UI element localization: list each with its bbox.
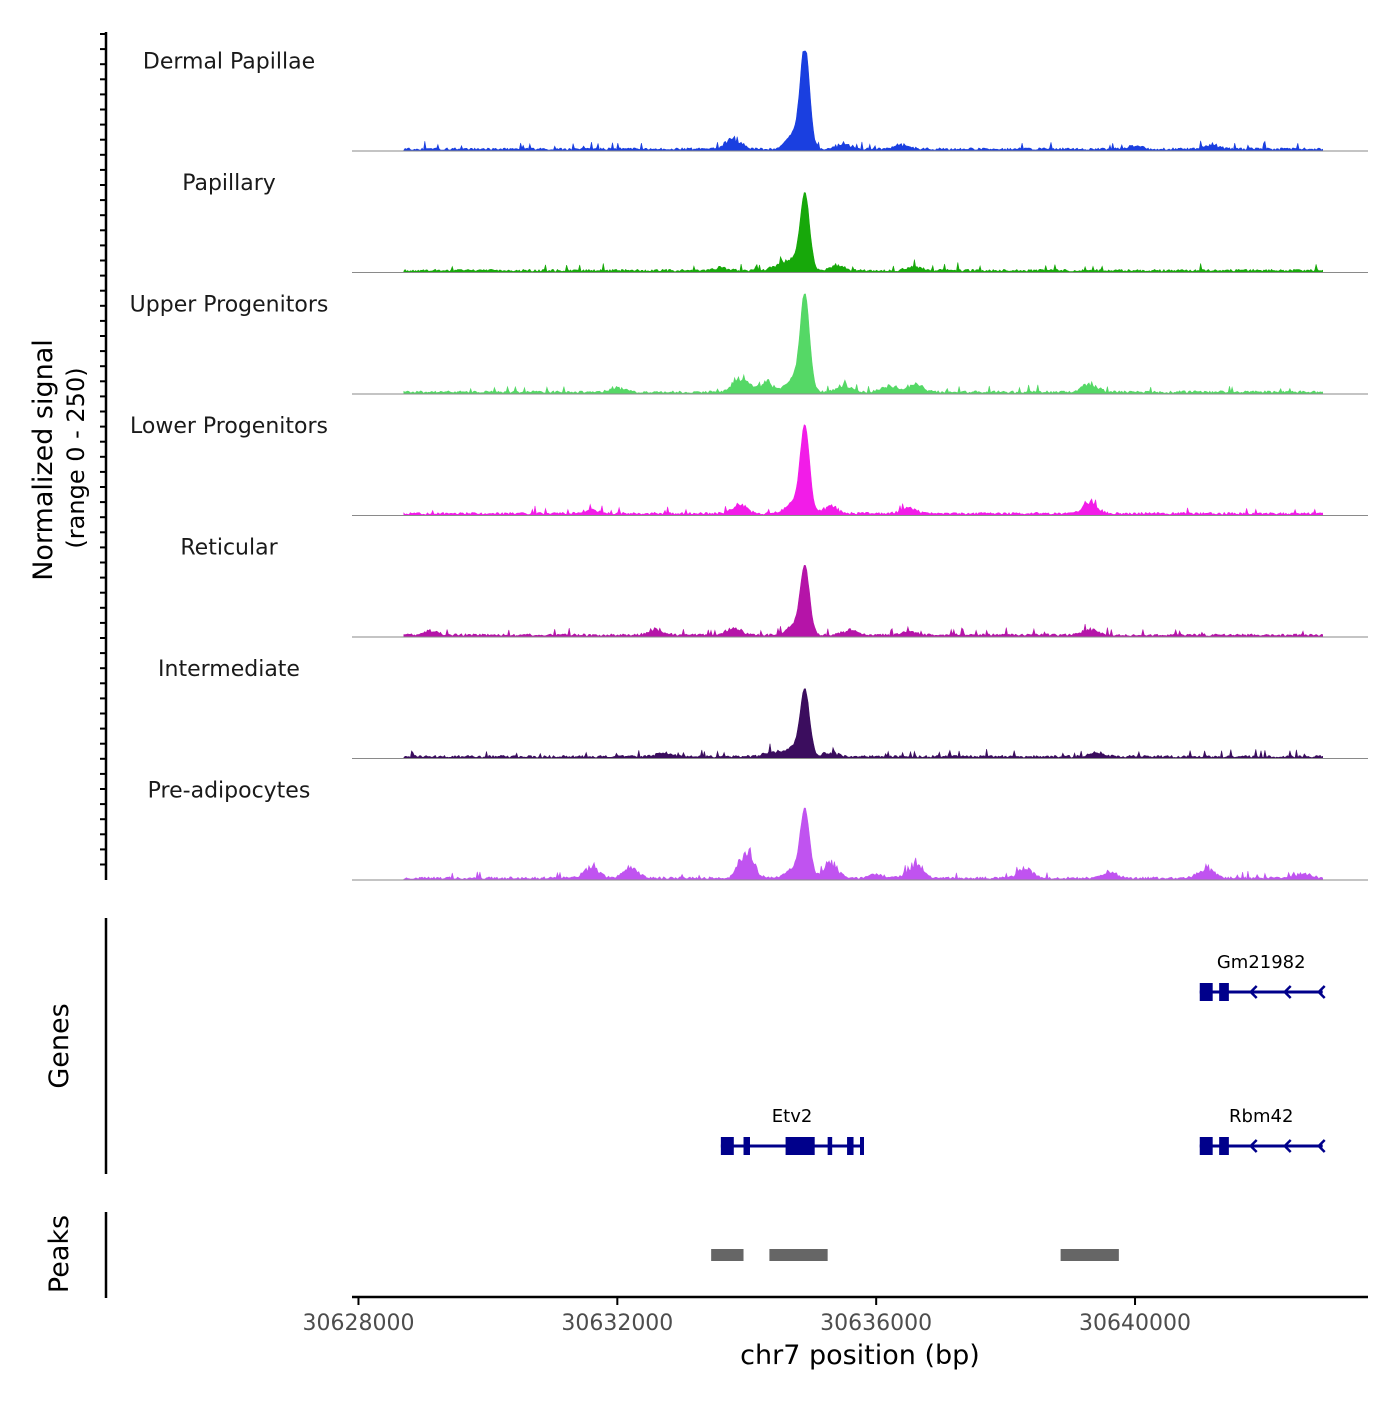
genes-track-label: Genes bbox=[44, 1003, 75, 1088]
gene-exon-1-1 bbox=[1199, 983, 1213, 1001]
track-label-1: Dermal Papillae bbox=[143, 50, 315, 75]
gene-Rbm42: Rbm42 bbox=[1199, 1106, 1326, 1155]
x-tick-label-1: 30628000 bbox=[302, 1311, 414, 1336]
coverage-track-1: Dermal Papillae bbox=[143, 50, 1368, 152]
gene-exon-3-1 bbox=[1199, 1137, 1213, 1155]
gene-label-2: Etv2 bbox=[772, 1106, 813, 1127]
x-tick-label-4: 30640000 bbox=[1079, 1311, 1191, 1336]
peaks-track-label: Peaks bbox=[44, 1215, 75, 1293]
track-label-7: Pre-adipocytes bbox=[148, 779, 311, 804]
coverage-track-5: Reticular bbox=[180, 536, 1368, 638]
coverage-track-6: Intermediate bbox=[158, 657, 1368, 759]
track-label-5: Reticular bbox=[180, 536, 278, 561]
x-tick-label-2: 30632000 bbox=[561, 1311, 673, 1336]
gene-Etv2: Etv2 bbox=[720, 1106, 864, 1155]
track-label-3: Upper Progenitors bbox=[130, 293, 329, 318]
gene-exon-2-2 bbox=[743, 1137, 750, 1155]
coverage-area-5 bbox=[403, 564, 1323, 638]
gene-exon-1-2 bbox=[1219, 983, 1229, 1001]
gene-exon-2-1 bbox=[720, 1137, 734, 1155]
gene-label-3: Rbm42 bbox=[1229, 1106, 1293, 1127]
coverage-area-3 bbox=[403, 293, 1323, 395]
gene-strand-arrow bbox=[1282, 1139, 1292, 1153]
gene-strand-arrow bbox=[1282, 985, 1292, 999]
x-axis-label: chr7 position (bp) bbox=[740, 1340, 980, 1371]
gene-exon-2-4 bbox=[827, 1137, 833, 1155]
coverage-area-6 bbox=[403, 688, 1323, 759]
track-label-4: Lower Progenitors bbox=[130, 414, 328, 439]
y-axis-range-label: (range 0 - 250) bbox=[62, 367, 90, 548]
coverage-track-2: Papillary bbox=[182, 171, 1368, 273]
track-label-2: Papillary bbox=[182, 171, 276, 196]
y-axis-label: Normalized signal bbox=[28, 339, 59, 581]
gene-strand-arrow bbox=[1316, 1139, 1326, 1153]
gene-exon-2-6 bbox=[860, 1137, 864, 1155]
gene-strand-arrow bbox=[1248, 1139, 1258, 1153]
coverage-area-7 bbox=[403, 807, 1323, 881]
gene-exon-3-2 bbox=[1219, 1137, 1229, 1155]
track-label-6: Intermediate bbox=[158, 657, 300, 682]
gene-strand-arrow bbox=[1248, 985, 1258, 999]
peak-region-2 bbox=[769, 1249, 828, 1261]
gene-label-1: Gm21982 bbox=[1217, 952, 1306, 973]
gene-exon-2-3 bbox=[785, 1137, 815, 1155]
x-tick-label-3: 30636000 bbox=[820, 1311, 932, 1336]
peak-region-1 bbox=[711, 1249, 744, 1261]
gene-strand-arrow bbox=[1316, 985, 1326, 999]
gene-exon-2-5 bbox=[847, 1137, 854, 1155]
coverage-area-1 bbox=[403, 50, 1323, 152]
peak-region-3 bbox=[1060, 1249, 1119, 1261]
coverage-area-4 bbox=[403, 424, 1323, 516]
gene-Gm21982: Gm21982 bbox=[1199, 952, 1326, 1001]
coverage-track-7: Pre-adipocytes bbox=[148, 779, 1368, 881]
coverage-track-4: Lower Progenitors bbox=[130, 414, 1368, 516]
coverage-track-3: Upper Progenitors bbox=[130, 293, 1368, 395]
coverage-area-2 bbox=[403, 192, 1323, 273]
